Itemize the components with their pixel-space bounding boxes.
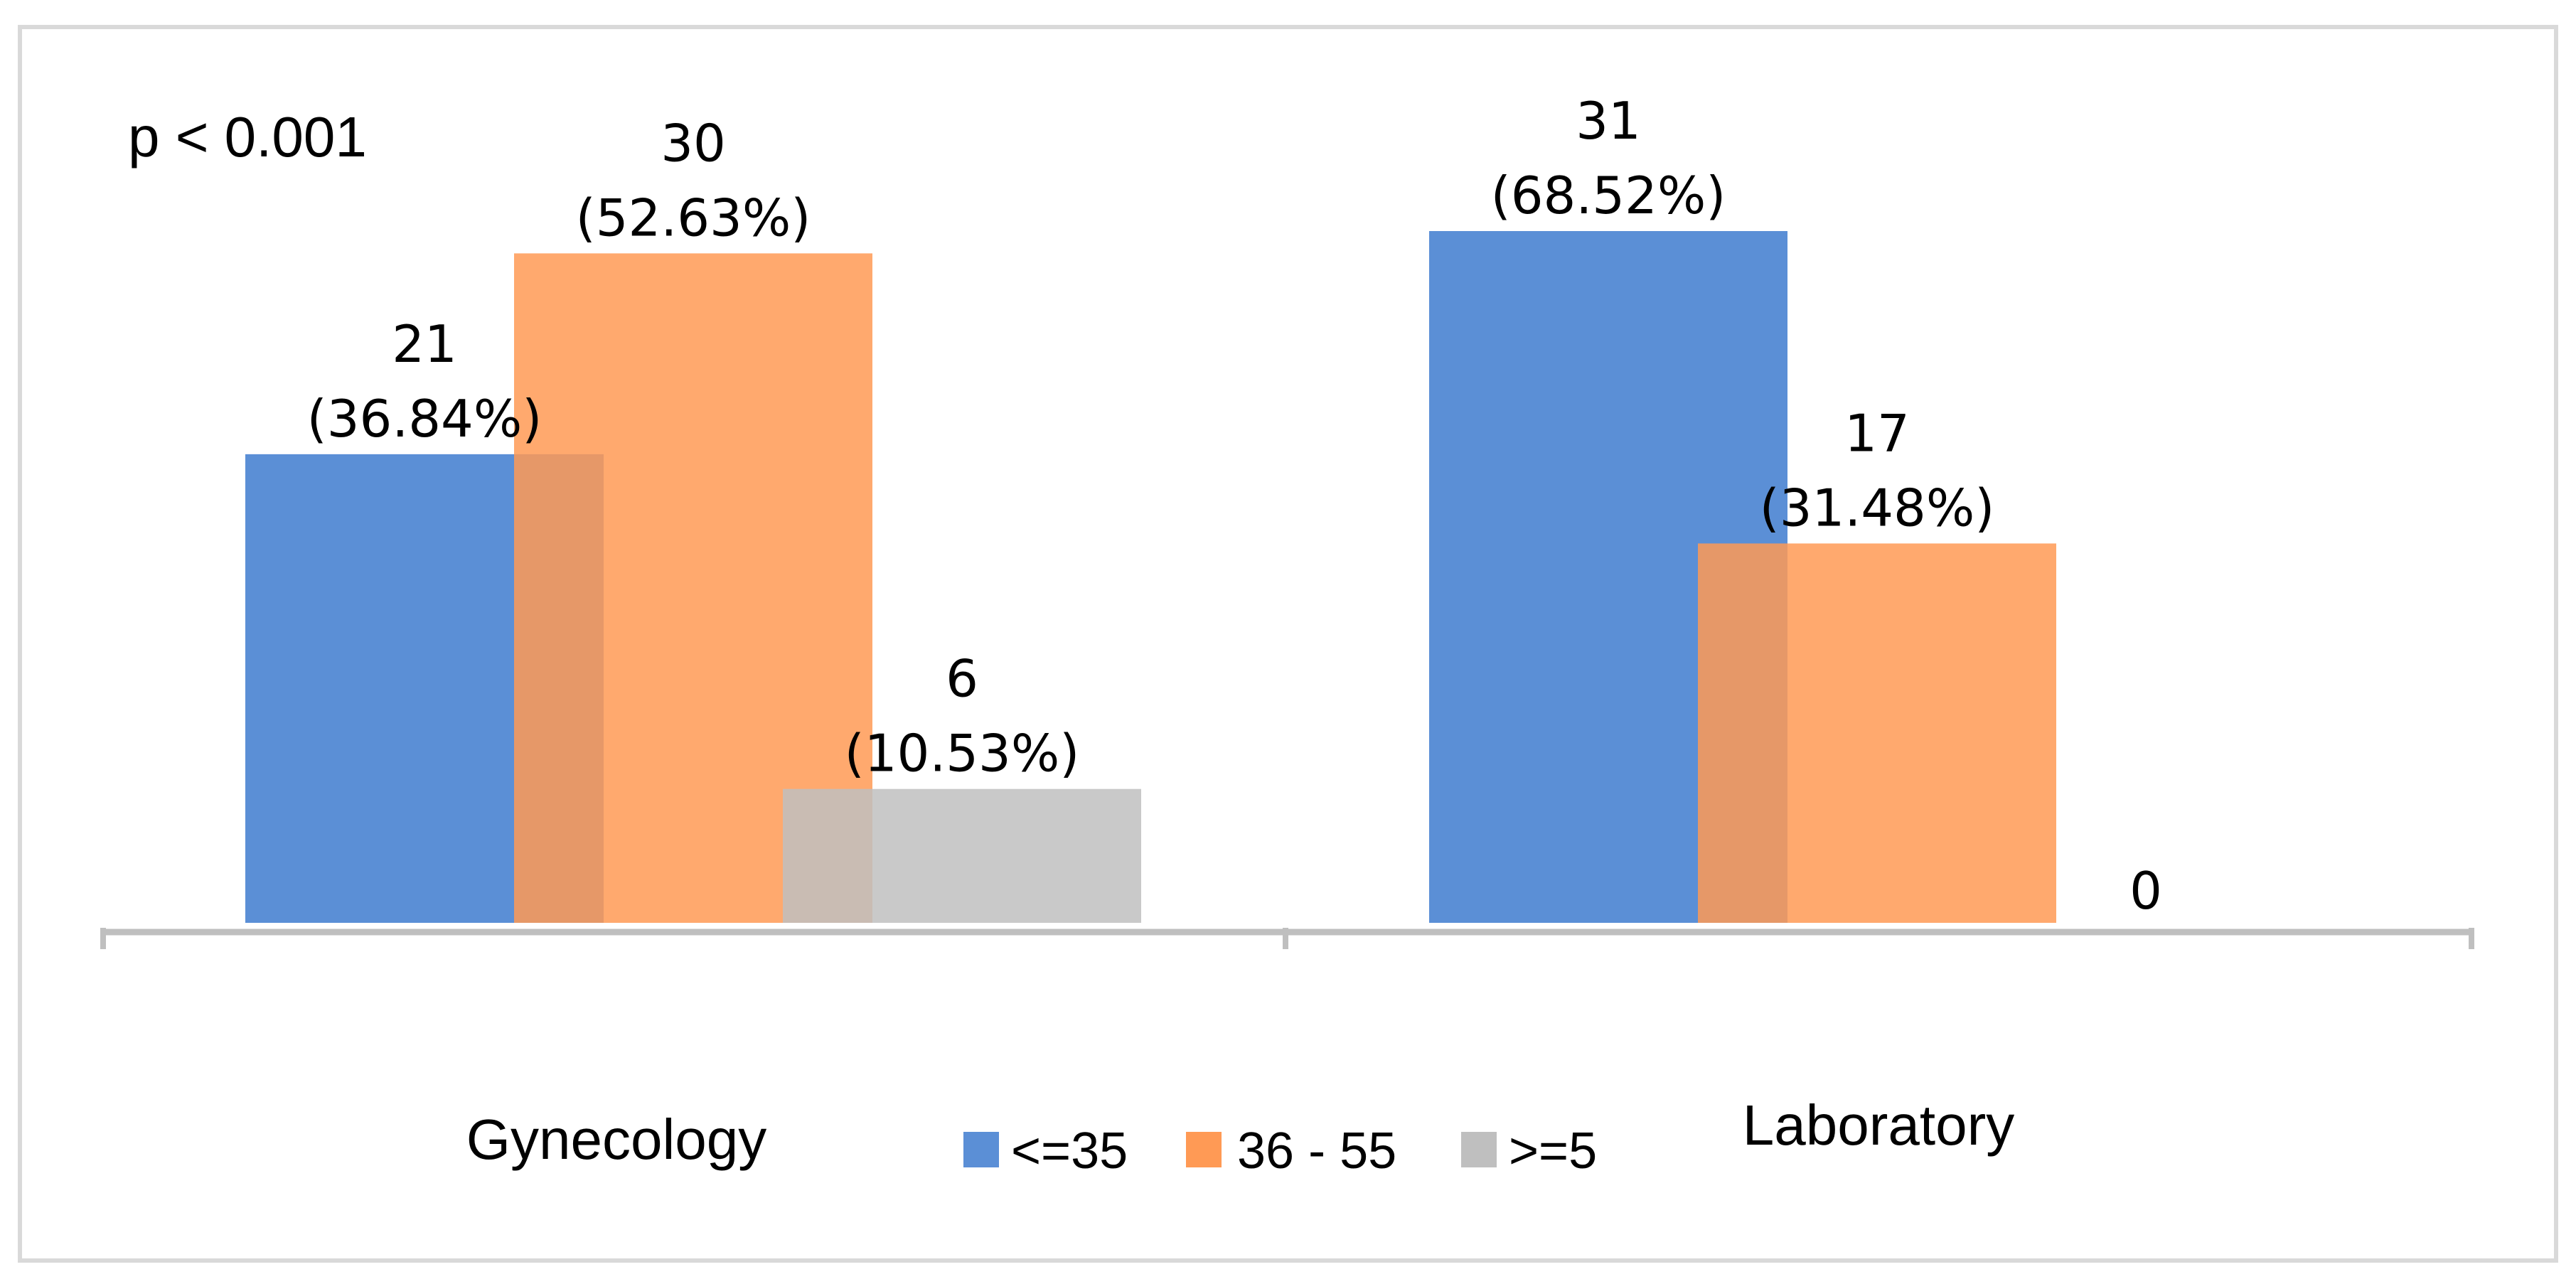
legend-swatch-le35 — [963, 1132, 999, 1167]
value-label: 17 — [1844, 403, 1910, 463]
legend-label-ge5: >=5 — [1509, 1123, 1597, 1179]
value-label: 21 — [392, 314, 457, 374]
legend-swatch-ge5 — [1461, 1132, 1497, 1167]
legend-label-36-55: 36 - 55 — [1237, 1123, 1396, 1179]
value-label: 0 — [2129, 861, 2162, 921]
legend-label-le35: <=35 — [1011, 1123, 1128, 1179]
bars-layer — [245, 231, 2056, 923]
percent-label: (10.53%) — [845, 724, 1080, 783]
percent-label: (31.48%) — [1760, 478, 1995, 537]
legend-swatch-36-55 — [1186, 1132, 1222, 1167]
data-labels-layer: 21 (36.84%) 31 (68.52%) 30 (52.63%) 17 (31.48%)… — [307, 91, 2162, 921]
category-label-laboratory: Laboratory — [1743, 1093, 2014, 1157]
value-label: 6 — [946, 649, 978, 709]
value-label: 30 — [661, 113, 726, 173]
percent-label: (68.52%) — [1491, 166, 1726, 225]
p-value-annotation: p < 0.001 — [128, 105, 367, 168]
bar-gynecology-series-2 — [783, 788, 1141, 923]
percent-label: (36.84%) — [307, 389, 543, 449]
value-label: 31 — [1576, 91, 1641, 151]
legend: <=35 36 - 55 >=5 — [963, 1123, 1597, 1179]
bar-laboratory-series-1 — [1698, 543, 2056, 923]
percent-label: (52.63%) — [576, 188, 811, 247]
category-label-gynecology: Gynecology — [466, 1108, 766, 1171]
x-axis — [100, 928, 2474, 949]
